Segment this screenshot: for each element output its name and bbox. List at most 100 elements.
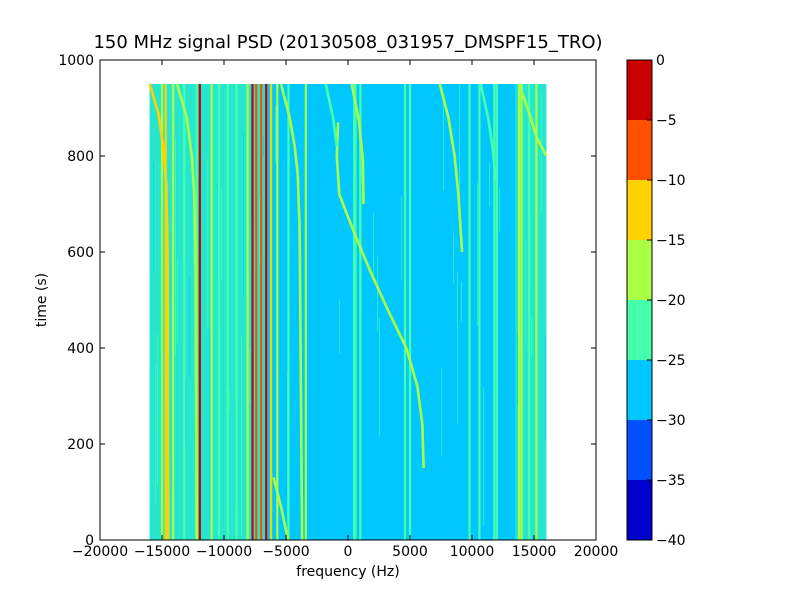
noise-streak <box>343 90 344 303</box>
noise-streak <box>541 93 542 213</box>
noise-streak <box>185 379 186 448</box>
y-axis-label: time (s) <box>34 273 50 327</box>
x-axis-label: frequency (Hz) <box>296 564 399 580</box>
doppler-trace <box>272 477 290 540</box>
noise-streak <box>401 196 402 281</box>
doppler-trace <box>175 83 198 540</box>
noise-streak <box>345 208 346 265</box>
noise-streak <box>453 231 454 284</box>
noise-streak <box>209 328 210 521</box>
x-tick-label: −5000 <box>262 544 309 560</box>
noise-streak <box>441 367 442 457</box>
noise-streak <box>461 281 462 322</box>
x-tick-label: 10000 <box>450 544 495 560</box>
noise-streak <box>467 84 468 274</box>
noise-streak <box>275 105 276 164</box>
noise-streak <box>241 337 242 537</box>
noise-streak <box>273 198 274 235</box>
x-tick-label: 15000 <box>512 544 557 560</box>
noise-streak <box>463 222 464 377</box>
colorbar-tick-label: −10 <box>656 173 686 189</box>
noise-streak <box>477 182 478 326</box>
noise-streak <box>417 191 418 323</box>
colorbar-segment <box>627 60 652 120</box>
noise-streak <box>545 334 546 441</box>
noise-streak <box>189 276 190 377</box>
x-tick-label: −20000 <box>72 544 128 560</box>
colorbar-segment <box>627 300 652 360</box>
noise-streak <box>483 386 484 527</box>
x-axis: −20000 −15000 −10000 −5000 0 5000 10000 15000 20… <box>72 60 618 560</box>
noise-streak <box>457 271 458 424</box>
doppler-trace <box>148 83 170 540</box>
colorbar-segment <box>627 120 652 180</box>
doppler-trace <box>335 122 425 469</box>
noise-streak <box>259 197 260 264</box>
colorbar-tick-label: −30 <box>656 413 686 429</box>
noise-streak <box>243 133 244 295</box>
x-tick-label: 5000 <box>392 544 428 560</box>
noise-streak <box>339 300 340 354</box>
noise-streak <box>517 333 518 405</box>
noise-streak <box>373 213 374 278</box>
noise-streak <box>395 151 396 198</box>
colorbar-tick-label: 0 <box>656 53 665 69</box>
x-tick-label: −15000 <box>134 544 190 560</box>
noise-streak <box>443 100 444 191</box>
x-tick-label: 0 <box>344 544 353 560</box>
noise-streak <box>419 208 420 394</box>
chart-title: 150 MHz signal PSD (20130508_031957_DMSP… <box>93 32 602 53</box>
colorbar-segment <box>627 480 652 540</box>
noise-streak <box>155 364 156 503</box>
noise-streak <box>319 394 320 526</box>
x-tick-label: −10000 <box>196 544 252 560</box>
colorbar-tick-label: −25 <box>656 353 686 369</box>
noise-streak <box>375 124 376 291</box>
noise-streak <box>175 138 176 356</box>
heatmap <box>148 83 548 540</box>
noise-streak <box>207 159 208 329</box>
noise-streak <box>459 84 460 202</box>
noise-streak <box>491 165 492 286</box>
doppler-trace <box>279 83 304 540</box>
doppler-trace <box>350 83 365 205</box>
noise-streak <box>177 258 178 345</box>
colorbar-tick-label: −20 <box>656 293 686 309</box>
colorbar-tick-label: −5 <box>656 113 677 129</box>
noise-streak <box>229 389 230 411</box>
colorbar: 0 −5 −10 −15 −20 −25 −30 −35 −40 <box>626 53 686 549</box>
colorbar-tick-label: −15 <box>656 233 686 249</box>
noise-streak <box>153 161 154 271</box>
noise-streak <box>221 187 222 279</box>
y-tick-label: 400 <box>67 341 94 357</box>
colorbar-segment <box>627 180 652 240</box>
noise-streak <box>501 215 502 299</box>
noise-streak <box>377 255 378 332</box>
colorbar-segment <box>627 420 652 480</box>
doppler-trace <box>324 83 339 147</box>
y-tick-label: 200 <box>67 437 94 453</box>
y-tick-label: 1000 <box>58 53 94 69</box>
doppler-trace <box>438 83 464 253</box>
colorbar-segment <box>627 240 652 300</box>
x-tick-label: 20000 <box>574 544 619 560</box>
noise-streak <box>347 320 348 402</box>
noise-streak <box>263 136 264 157</box>
noise-streak <box>335 201 336 316</box>
y-axis: 0 200 400 600 800 1000 <box>58 53 596 549</box>
doppler-trace <box>517 83 548 157</box>
noise-streak <box>365 92 366 125</box>
noise-streak <box>429 129 430 225</box>
noise-streak <box>455 161 456 286</box>
noise-streak <box>525 242 526 347</box>
noise-streak <box>489 162 490 207</box>
noise-streak <box>249 349 250 403</box>
noise-streak <box>531 316 532 358</box>
y-tick-label: 800 <box>67 149 94 165</box>
noise-streak <box>499 189 500 232</box>
colorbar-segment <box>627 360 652 420</box>
y-tick-label: 600 <box>67 245 94 261</box>
noise-streak <box>411 270 412 318</box>
